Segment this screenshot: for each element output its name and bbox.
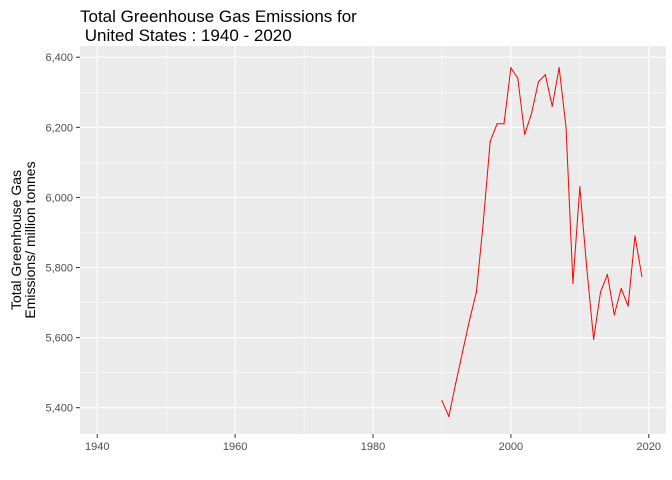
data-point <box>627 305 629 307</box>
data-point <box>606 273 609 276</box>
data-point <box>579 186 581 188</box>
y-axis-title-line-1: Total Greenhouse Gas <box>8 170 24 310</box>
data-point <box>551 105 553 107</box>
data-point <box>462 351 464 353</box>
data-point <box>441 400 443 402</box>
x-tick-label: 1940 <box>85 441 109 453</box>
data-point <box>489 140 491 142</box>
data-point <box>524 133 526 135</box>
chart-title-line-1: Total Greenhouse Gas Emissions for <box>80 7 357 26</box>
data-point <box>641 275 643 277</box>
data-point <box>530 112 533 114</box>
y-tick-label: 6,000 <box>45 192 73 204</box>
data-point <box>572 282 574 284</box>
data-point <box>475 291 478 293</box>
data-point <box>558 67 560 69</box>
x-tick-label: 2020 <box>637 441 661 453</box>
data-point <box>586 266 588 269</box>
data-point <box>503 123 505 125</box>
data-point <box>544 74 546 76</box>
data-point <box>448 415 450 418</box>
data-point <box>620 287 622 290</box>
data-point <box>455 382 457 384</box>
series-layer <box>441 67 643 418</box>
data-point <box>613 314 615 316</box>
x-axis: 1940 1960 1980 2000 2020 <box>85 434 661 453</box>
data-point <box>593 338 595 340</box>
y-tick-label: 5,400 <box>45 403 73 415</box>
data-point <box>634 235 636 237</box>
data-point <box>496 123 498 125</box>
chart-title-line-2: United States : 1940 - 2020 <box>80 26 292 45</box>
data-point <box>517 77 519 79</box>
x-tick-label: 1960 <box>223 441 247 453</box>
series-line <box>441 67 643 417</box>
x-tick-label: 1980 <box>361 441 385 453</box>
y-axis-title-line-2: Emissions/ million tonnes <box>22 161 38 318</box>
x-tick-label: 2000 <box>499 441 523 453</box>
grid-lines <box>80 46 666 434</box>
data-point <box>599 291 602 293</box>
data-point <box>537 81 540 83</box>
data-point <box>565 126 567 128</box>
data-point <box>468 319 471 321</box>
y-tick-label: 6,400 <box>45 52 73 64</box>
data-point <box>482 221 484 223</box>
y-tick-label: 5,800 <box>45 263 73 275</box>
y-tick-label: 5,600 <box>45 333 73 345</box>
y-tick-label: 6,200 <box>45 122 73 134</box>
data-point <box>510 67 512 69</box>
y-axis: 5,400 5,600 5,800 6,000 6,200 6,400 <box>45 52 80 415</box>
